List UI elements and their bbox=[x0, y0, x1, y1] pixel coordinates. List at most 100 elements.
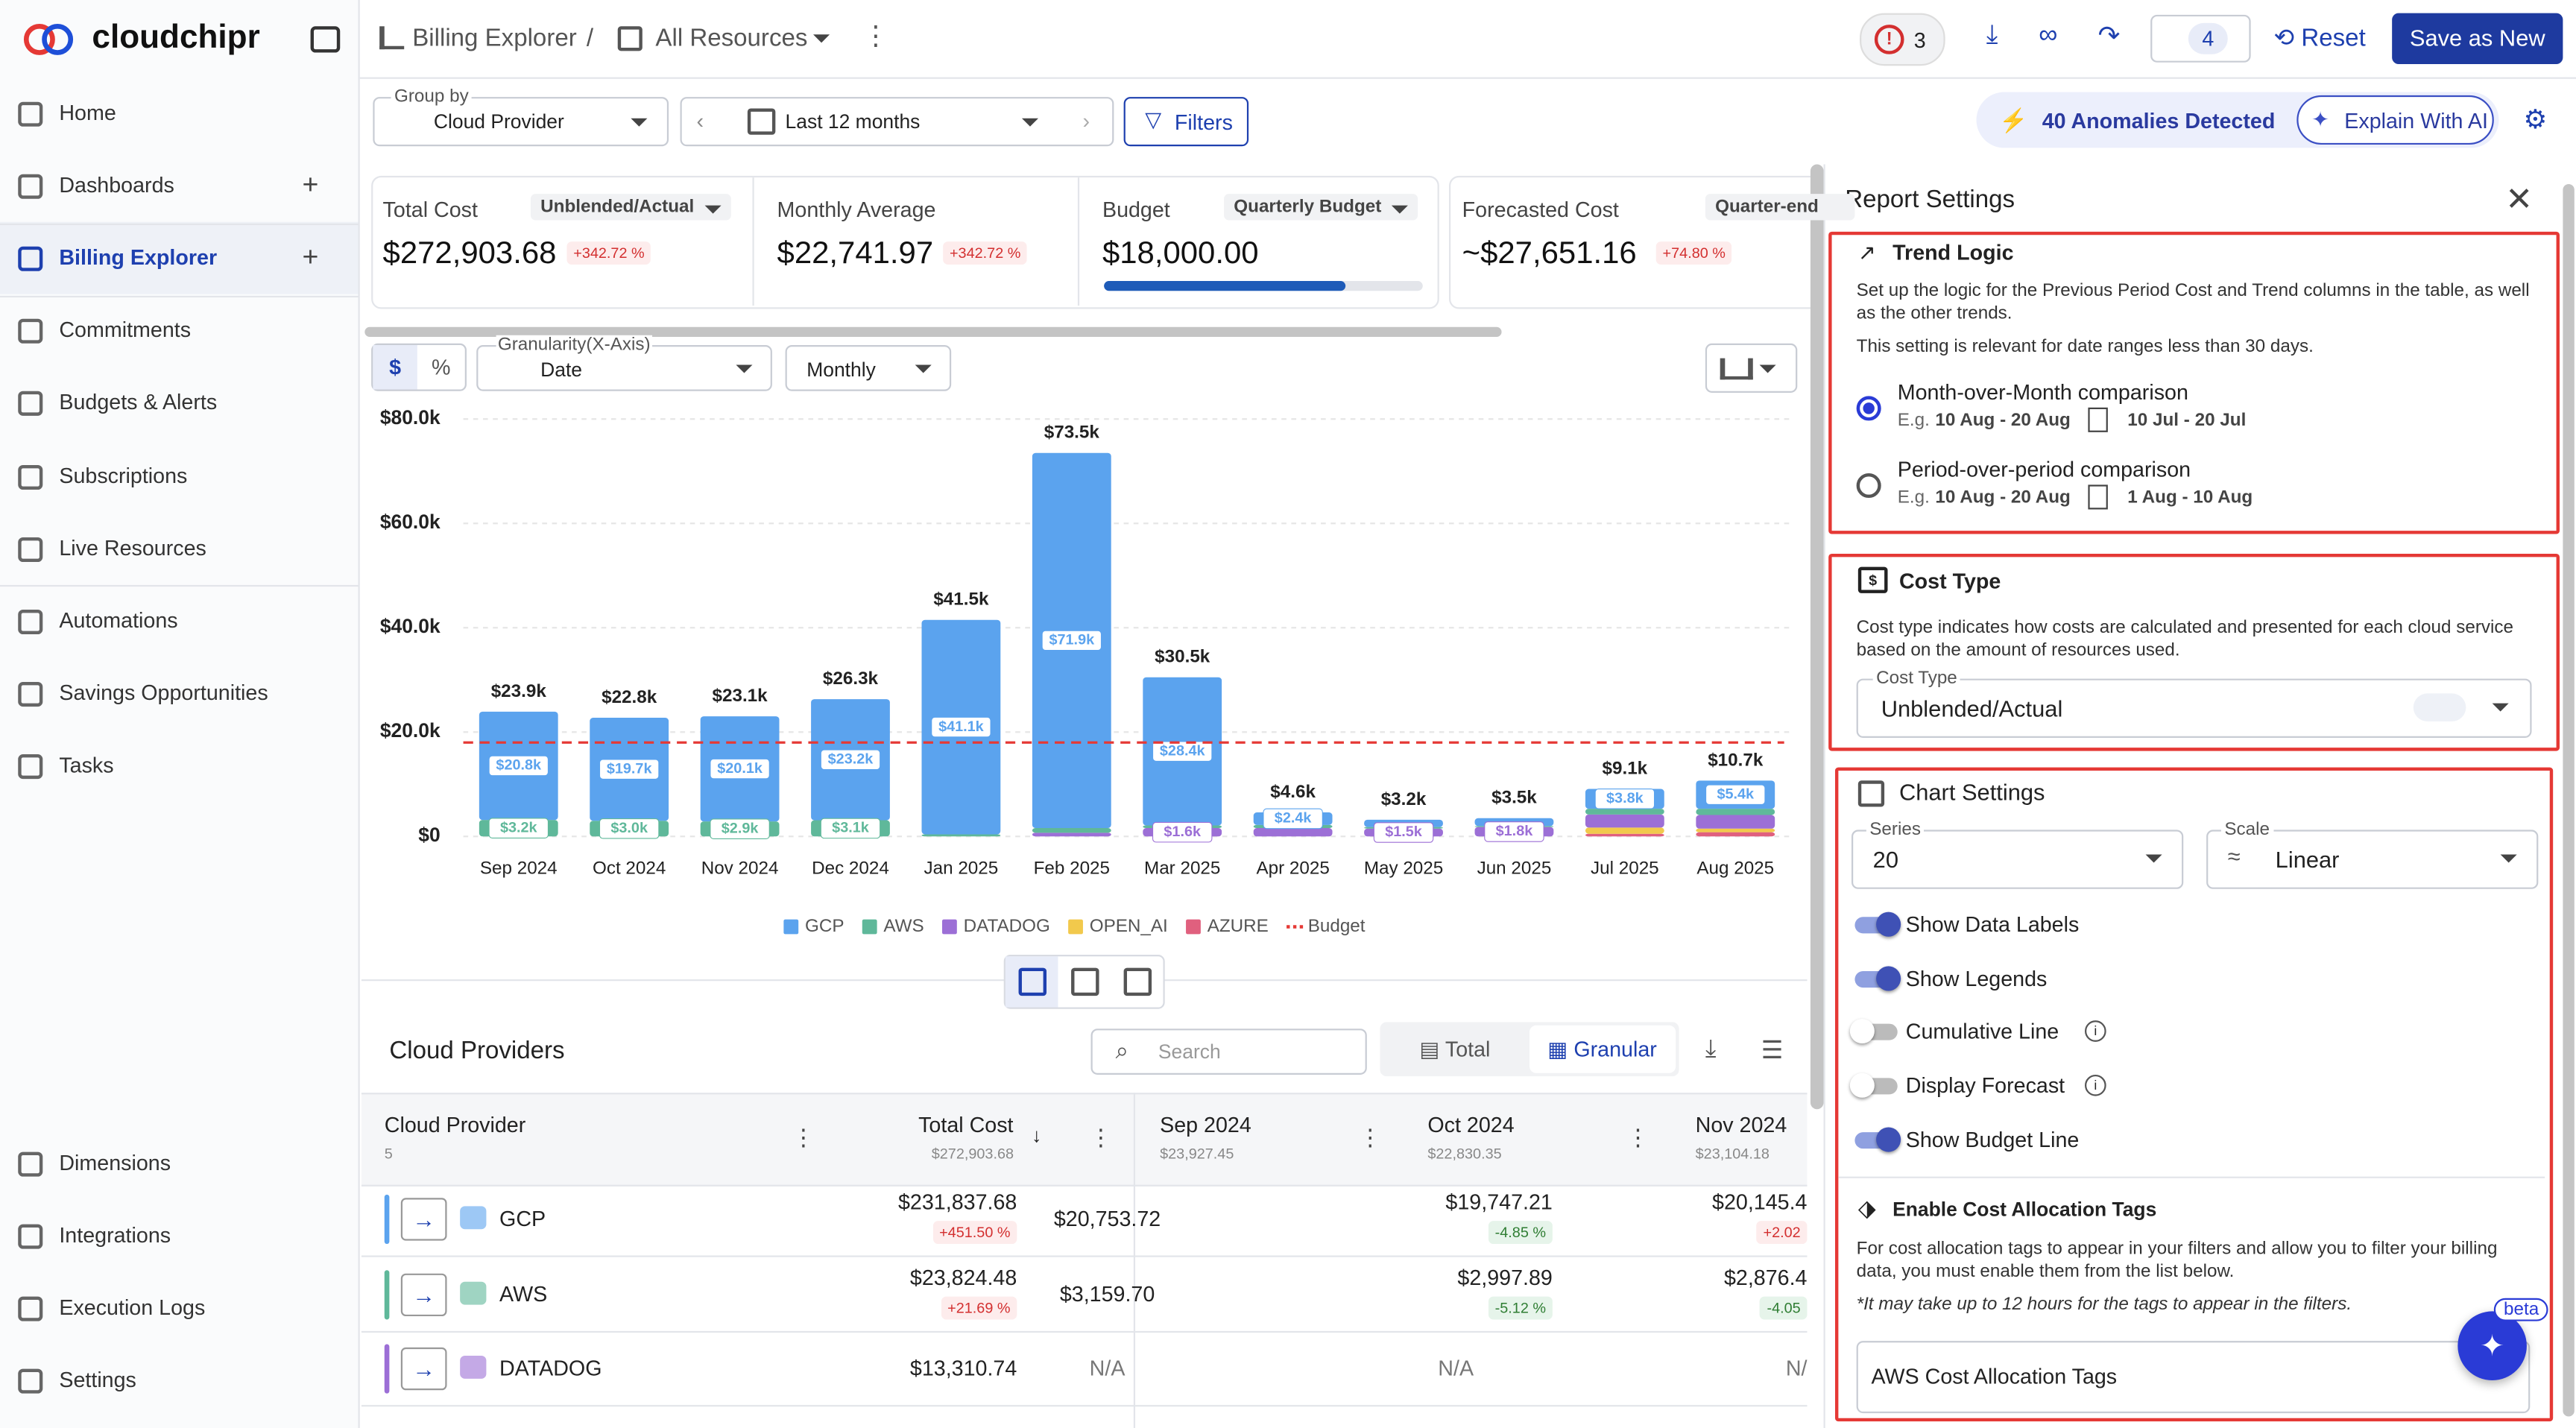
data-label: $20.8k bbox=[496, 757, 542, 774]
column-menu[interactable]: ⋮ bbox=[1626, 1124, 1650, 1151]
download[interactable]: ⤓ bbox=[1986, 21, 1998, 50]
alerts-button[interactable]: ! 3 bbox=[1860, 13, 1945, 66]
layout-button[interactable] bbox=[1071, 967, 1099, 996]
column-menu[interactable]: ⋮ bbox=[792, 1124, 815, 1151]
toggle-thumb[interactable] bbox=[1849, 1019, 1875, 1044]
filters-button[interactable]: Filters ▽ bbox=[1123, 97, 1249, 147]
layout-button[interactable] bbox=[1123, 967, 1152, 996]
tags-button[interactable]: AWS Cost Allocation Tags bbox=[1856, 1341, 2531, 1414]
close-button[interactable]: ✕ bbox=[2505, 182, 2534, 219]
bar-segment bbox=[1696, 832, 1775, 837]
radio[interactable] bbox=[1856, 473, 1881, 499]
column-menu[interactable]: ⋮ bbox=[1358, 1124, 1382, 1151]
group-by-select[interactable]: Group by Cloud Provider bbox=[373, 86, 669, 147]
add-button[interactable]: + bbox=[302, 169, 319, 201]
bar-segment bbox=[1032, 833, 1111, 837]
x-tick-label: Jun 2025 bbox=[1477, 859, 1552, 879]
provider-name: GCP bbox=[499, 1206, 546, 1231]
percent-button[interactable]: % bbox=[432, 355, 451, 380]
data-label-box bbox=[599, 818, 660, 839]
nav-label: Automations bbox=[59, 607, 178, 633]
nav-item[interactable] bbox=[0, 222, 359, 295]
search-input[interactable]: ⌕ Search bbox=[1090, 1029, 1367, 1075]
provider-icons bbox=[2413, 693, 2466, 721]
nav-label: Dashboards bbox=[59, 172, 174, 198]
cell-value: $19,747.21 bbox=[1445, 1190, 1553, 1215]
more[interactable]: ⋮ bbox=[862, 22, 889, 51]
next[interactable]: › bbox=[1082, 108, 1090, 133]
prev[interactable]: ‹ bbox=[696, 108, 704, 133]
breadcrumb[interactable]: All Resources bbox=[655, 25, 808, 53]
nav-icon bbox=[18, 537, 43, 562]
info-icon: i bbox=[2085, 1075, 2106, 1096]
export[interactable]: ⤓ bbox=[1705, 1035, 1717, 1064]
cell-value: $2,997.89 bbox=[1457, 1264, 1553, 1289]
radio[interactable] bbox=[1856, 396, 1881, 421]
scrollbar bbox=[2563, 183, 2575, 1417]
toggle-thumb[interactable] bbox=[1849, 1072, 1875, 1099]
subscribe-button[interactable]: 4 bbox=[2150, 14, 2251, 63]
explain-label: Explain With AI bbox=[2344, 108, 2488, 133]
toggle-thumb[interactable] bbox=[1876, 1127, 1901, 1152]
bar-segment bbox=[1253, 828, 1333, 837]
nav-icon bbox=[18, 101, 43, 127]
legend-label: OPEN_AI bbox=[1090, 916, 1168, 936]
card-tag[interactable]: Quarter-end bbox=[1705, 194, 1855, 221]
drill-button[interactable]: → bbox=[400, 1347, 447, 1391]
anomalies[interactable]: 40 Anomalies Detected bbox=[2042, 108, 2276, 133]
bar-segment bbox=[1696, 809, 1775, 815]
collapse-button[interactable] bbox=[310, 26, 341, 53]
toggle-thumb[interactable] bbox=[1876, 965, 1901, 991]
legend-swatch bbox=[1068, 919, 1083, 935]
trend-chip: +342.72 % bbox=[943, 241, 1028, 265]
card-value: ~$27,651.16 bbox=[1462, 236, 1637, 271]
toggle-label: Show Budget Line bbox=[1905, 1127, 2080, 1152]
badge: 4 bbox=[2188, 22, 2228, 54]
nav-label: Integrations bbox=[59, 1222, 171, 1248]
data-label-box bbox=[1152, 741, 1213, 762]
option-range-a: 10 Aug - 20 Aug bbox=[1935, 487, 2071, 508]
sort-icon[interactable]: ↓ bbox=[1032, 1124, 1042, 1147]
caret bbox=[1759, 364, 1776, 373]
x-tick-label: May 2025 bbox=[1364, 859, 1443, 879]
toggle-thumb[interactable] bbox=[1876, 912, 1901, 937]
settings-button[interactable]: ⚙ bbox=[2523, 107, 2548, 135]
card-tag[interactable]: Unblended/Actual bbox=[530, 194, 730, 221]
field-value: 20 bbox=[1872, 846, 1899, 873]
granularity-select[interactable]: Granularity(X-Axis) Date bbox=[476, 335, 772, 391]
caret bbox=[915, 364, 932, 373]
column-menu[interactable]: ⋮ bbox=[1089, 1124, 1113, 1151]
breadcrumb[interactable]: Billing Explorer bbox=[412, 25, 577, 53]
caret bbox=[2492, 703, 2509, 712]
drill-button[interactable]: → bbox=[400, 1272, 447, 1315]
chart-type-select[interactable] bbox=[1705, 343, 1798, 393]
ai-button[interactable]: ✦ bbox=[2457, 1311, 2527, 1381]
field-value: Monthly bbox=[806, 358, 876, 382]
drill-button[interactable]: → bbox=[400, 1198, 447, 1241]
scale-select[interactable]: Scale ≈ Linear bbox=[2206, 820, 2539, 889]
series-select[interactable]: Series 20 bbox=[1852, 820, 2184, 889]
date-range[interactable]: ‹ Last 12 months › bbox=[680, 97, 1114, 147]
card-tag[interactable]: Quarterly Budget bbox=[1224, 194, 1418, 221]
data-label-box bbox=[1263, 808, 1323, 830]
layout-button[interactable] bbox=[1005, 956, 1058, 1008]
nav-icon bbox=[18, 609, 43, 634]
unit-toggle: $ % bbox=[371, 343, 467, 391]
save-button[interactable]: Save as New bbox=[2392, 13, 2563, 64]
total-button[interactable]: ▤ Total bbox=[1419, 1037, 1491, 1062]
share[interactable]: ↷ bbox=[2097, 22, 2121, 51]
granular-button[interactable]: ▦ Granular bbox=[1530, 1025, 1676, 1073]
data-label: $71.9k bbox=[1049, 632, 1095, 648]
explain-button[interactable]: ✦ Explain With AI bbox=[2296, 95, 2494, 145]
currency-button[interactable]: $ bbox=[373, 345, 417, 390]
period-select[interactable]: Monthly bbox=[785, 345, 952, 391]
cost-type-select[interactable]: Cost Type Unblended/Actual bbox=[1856, 669, 2532, 738]
add-button[interactable]: + bbox=[302, 241, 319, 274]
label: ▦ Granular bbox=[1547, 1037, 1657, 1062]
data-label-box bbox=[1705, 784, 1766, 806]
columns[interactable]: ☰ bbox=[1761, 1037, 1784, 1065]
reset-button[interactable]: ⟲ Reset bbox=[2273, 25, 2366, 53]
provider-name: AWS bbox=[499, 1280, 548, 1306]
link[interactable]: ∞ bbox=[2039, 21, 2058, 50]
bar-segment bbox=[1032, 828, 1111, 833]
